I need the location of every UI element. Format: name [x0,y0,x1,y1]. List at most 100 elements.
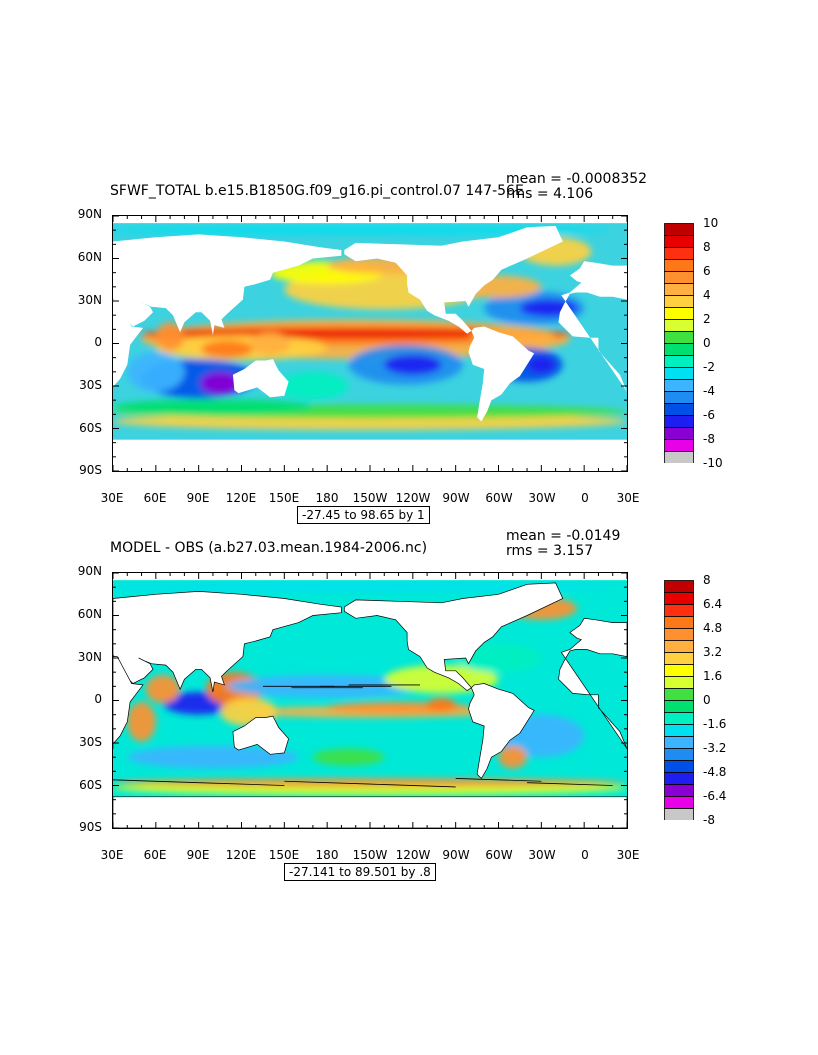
colorbar-swatch [664,235,694,248]
contour-lines [113,684,613,788]
colorbar-label: 0 [703,336,711,350]
colorbar-swatch [664,700,694,713]
model-minus-obs-panel: MODEL - OBS (a.b27.03.mean.1984-2006.nc)… [0,522,818,882]
anomaly-region [127,352,185,392]
colorbar-swatch [664,355,694,368]
colorbar-swatch [664,640,694,653]
land-polygon [558,261,627,392]
lon-label: 60E [143,848,167,862]
anomaly-region [155,322,185,351]
lon-label: 30E [616,491,640,505]
lat-label: 60N [77,607,102,621]
lat-label: 0 [94,692,102,706]
sfwf-total-panel: SFWF_TOTAL b.e15.B1850G.f09_g16.pi_contr… [0,165,818,525]
contour-line [455,778,542,782]
axis-ticks [113,573,627,828]
colorbar-swatch [664,223,694,236]
colorbar-label: -8 [703,432,715,446]
colorbar-swatch [664,712,694,725]
land-polygon [343,582,564,692]
anomaly-region [427,697,456,712]
land-polygon [344,225,563,334]
colorbar-label: 1.6 [703,669,723,683]
colorbar-swatch [664,427,694,440]
anomaly-region [201,340,253,358]
land-polygon [113,591,342,693]
mean-value: mean = -0.0149 [506,528,621,544]
colorbar-swatch [664,688,694,701]
colorbar-label: 6 [703,264,711,278]
contour-range-label: -27.45 to 98.65 by 1 [297,506,430,524]
lon-label: 90W [442,848,470,862]
colorbar-label: 10 [703,216,719,230]
colorbar-swatch [664,592,694,605]
lat-label: 60S [79,421,102,435]
colorbar-swatch [664,343,694,356]
lat-label: 30S [79,378,102,392]
lat-label: 60N [77,250,102,264]
colorbar-swatch [664,379,694,392]
lat-label: 30N [77,650,102,664]
lat-label: 90S [79,463,102,477]
colorbar-label: 4.8 [703,621,723,635]
colorbar-swatch [664,652,694,665]
mean-value: mean = -0.0008352 [506,171,648,187]
lon-label: 0 [581,848,589,862]
anomaly-region [277,371,349,401]
colorbar-swatch [664,331,694,344]
anomaly-region [527,356,556,374]
anomaly-region [250,332,291,355]
colorbar-swatch [664,736,694,749]
anomaly-region [455,643,542,673]
map-plot [112,572,628,829]
lon-label: 150W [352,848,388,862]
lon-label: 60W [485,491,513,505]
colorbar-swatch [664,439,694,452]
lon-label: 30E [100,848,124,862]
panel-title: MODEL - OBS (a.b27.03.mean.1984-2006.nc) [110,540,428,556]
lon-label: 90W [442,491,470,505]
lat-label: 90S [79,820,102,834]
colorbar-swatch [664,664,694,677]
axis-ticks [113,216,627,471]
lon-label: 30E [100,491,124,505]
colorbar-label: -6 [703,408,715,422]
colorbar-swatch [664,772,694,785]
lat-label: 30S [79,735,102,749]
lon-label: 120W [395,848,431,862]
colorbar-swatch [664,628,694,641]
lon-label: 30W [528,848,556,862]
anomaly-region [113,778,627,787]
lon-label: 90E [186,848,210,862]
colorbar [664,223,694,463]
lon-label: 30W [528,491,556,505]
colorbar-swatch [664,808,694,820]
rms-value: rms = 3.157 [506,543,594,559]
map-plot [112,215,628,472]
colorbar-swatch [664,724,694,737]
colorbar-label: -1.6 [703,717,727,731]
lon-label: 150E [268,491,300,505]
colorbar-swatch [664,295,694,308]
colorbar-label: -8 [703,813,715,827]
anomaly-region [113,398,313,416]
colorbar-swatch [664,451,694,463]
anomaly-region [127,745,299,769]
lon-label: 60W [485,848,513,862]
colorbar-swatch [664,367,694,380]
lon-label: 90E [186,491,210,505]
colorbar-swatch [664,748,694,761]
anomaly-region [498,745,528,769]
land-polygon [113,656,144,750]
lon-label: 30E [616,848,640,862]
colorbar-label: -10 [703,456,723,470]
colorbar-swatch [664,784,694,797]
contour-line [369,783,456,788]
lon-label: 150W [352,491,388,505]
lat-label: 90N [77,564,102,578]
colorbar-swatch [664,580,694,593]
colorbar-swatch [664,391,694,404]
land-polygon [113,439,627,471]
colorbar-label: 0 [703,693,711,707]
colorbar-label: 8 [703,573,711,587]
